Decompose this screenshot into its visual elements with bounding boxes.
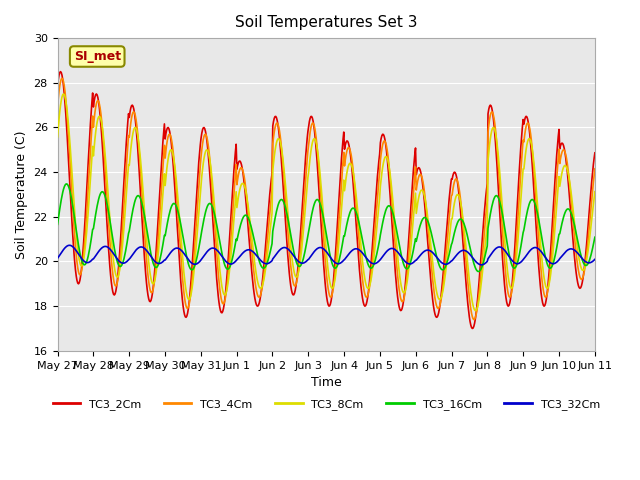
TC3_32Cm <box>174 245 182 251</box>
TC3_2Cm <box>202 133 210 139</box>
TC3_16Cm <box>63 181 70 187</box>
TC3_4Cm <box>470 317 477 323</box>
Text: SI_met: SI_met <box>74 50 121 63</box>
TC3_4Cm <box>591 166 599 172</box>
TC3_4Cm <box>120 213 127 219</box>
TC3_32Cm <box>54 255 61 261</box>
TC3_32Cm <box>63 243 71 249</box>
Line: TC3_2Cm: TC3_2Cm <box>58 72 595 328</box>
TC3_8Cm <box>174 195 182 201</box>
TC3_32Cm <box>408 261 415 266</box>
TC3_4Cm <box>392 255 400 261</box>
TC3_8Cm <box>472 308 479 313</box>
TC3_2Cm <box>57 69 65 74</box>
TC3_2Cm <box>591 150 599 156</box>
TC3_2Cm <box>64 148 72 154</box>
TC3_2Cm <box>408 190 415 195</box>
TC3_8Cm <box>64 117 72 122</box>
TC3_8Cm <box>202 147 210 153</box>
TC3_16Cm <box>202 206 210 212</box>
Line: TC3_16Cm: TC3_16Cm <box>58 184 595 272</box>
TC3_4Cm <box>408 212 415 217</box>
TC3_8Cm <box>60 91 67 97</box>
TC3_16Cm <box>408 255 415 261</box>
Line: TC3_32Cm: TC3_32Cm <box>58 245 595 265</box>
TC3_2Cm <box>392 279 400 285</box>
TC3_32Cm <box>591 256 599 262</box>
Y-axis label: Soil Temperature (C): Soil Temperature (C) <box>15 130 28 259</box>
TC3_2Cm <box>120 190 127 196</box>
Line: TC3_4Cm: TC3_4Cm <box>58 78 595 320</box>
Legend: TC3_2Cm, TC3_4Cm, TC3_8Cm, TC3_16Cm, TC3_32Cm: TC3_2Cm, TC3_4Cm, TC3_8Cm, TC3_16Cm, TC3… <box>48 394 604 414</box>
TC3_4Cm <box>174 210 182 216</box>
TC3_32Cm <box>202 250 210 256</box>
TC3_16Cm <box>64 182 72 188</box>
TC3_8Cm <box>392 236 400 242</box>
TC3_2Cm <box>468 325 476 331</box>
TC3_2Cm <box>174 235 182 240</box>
TC3_2Cm <box>54 83 61 89</box>
TC3_16Cm <box>392 225 400 230</box>
TC3_8Cm <box>54 134 61 140</box>
TC3_16Cm <box>174 208 182 214</box>
TC3_8Cm <box>591 189 599 194</box>
Line: TC3_8Cm: TC3_8Cm <box>58 94 595 311</box>
TC3_32Cm <box>66 242 74 248</box>
TC3_32Cm <box>120 260 127 266</box>
TC3_16Cm <box>474 269 482 275</box>
TC3_4Cm <box>202 132 210 138</box>
TC3_16Cm <box>54 221 61 227</box>
Title: Soil Temperatures Set 3: Soil Temperatures Set 3 <box>235 15 417 30</box>
TC3_16Cm <box>120 258 127 264</box>
TC3_4Cm <box>54 104 61 110</box>
TC3_8Cm <box>408 234 415 240</box>
X-axis label: Time: Time <box>311 376 342 389</box>
TC3_16Cm <box>591 234 599 240</box>
TC3_32Cm <box>477 262 485 268</box>
TC3_4Cm <box>58 75 66 81</box>
TC3_32Cm <box>392 248 400 253</box>
TC3_8Cm <box>120 233 127 239</box>
TC3_4Cm <box>64 125 72 131</box>
